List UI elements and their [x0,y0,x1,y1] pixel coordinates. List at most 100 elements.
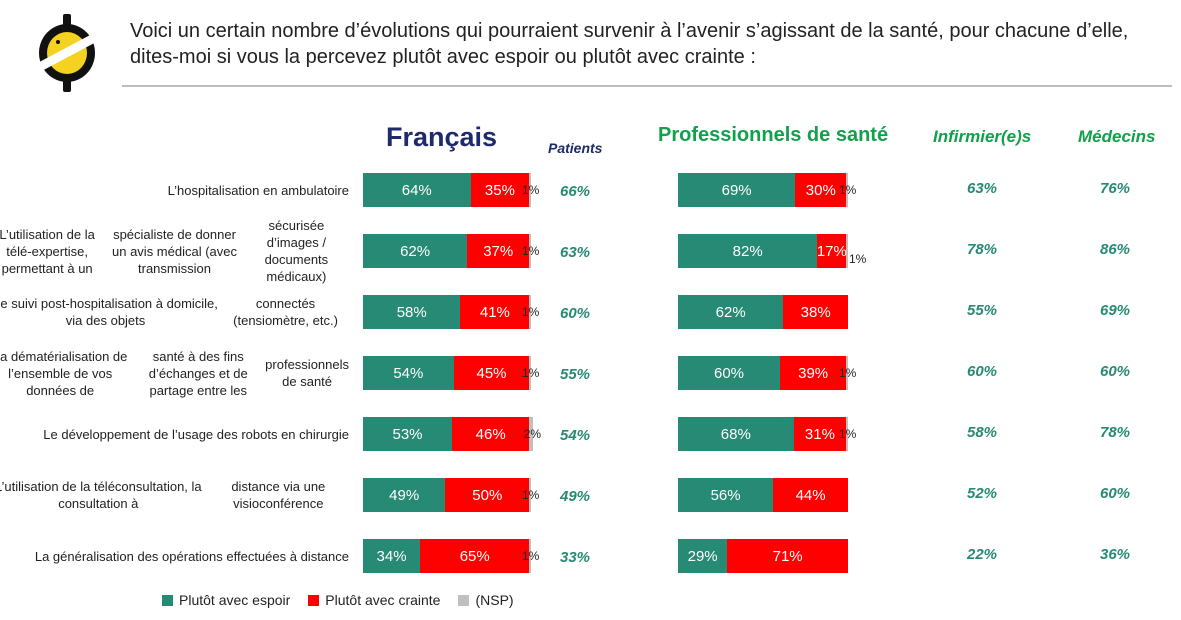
pro-segment-hope: 68% [678,417,794,451]
legend-swatch-nsp [458,594,470,606]
infirmiers-value: 52% [967,485,998,502]
medecins-value: 36% [1100,546,1131,563]
pro-value-fear: 30% [805,181,836,199]
francais-segment-hope: 62% [363,234,468,268]
header-patients: Patients [548,140,603,156]
medecins-value: 60% [1100,363,1131,380]
francais-bar: 58% 41% [363,295,531,329]
francais-segment-nsp [529,173,531,207]
francais-segment-fear: 50% [445,478,530,512]
patients-value: 54% [560,427,591,444]
francais-value-fear: 46% [475,425,506,443]
patients-value: 66% [560,183,591,200]
patients-value: 49% [560,488,591,505]
row-label-line: connectés (tensiomètre, etc.) [233,296,338,328]
francais-segment-nsp [529,478,531,512]
row-label: L’utilisation de la téléconsultation, la… [0,465,349,525]
pro-segment-hope: 29% [678,539,728,573]
francais-segment-hope: 49% [363,478,446,512]
francais-segment-fear: 35% [470,173,530,207]
pro-bar: 29% 71% [678,539,848,573]
francais-segment-fear: 37% [467,234,530,268]
pro-segment-hope: 56% [678,478,774,512]
pro-segment-nsp [846,234,848,268]
pro-bar: 82% 17% [678,234,848,268]
pro-value-fear: 31% [804,425,835,443]
row-label-line: sécurisée d’images / documents médicaux) [264,218,329,284]
legend-label-nsp: (NSP) [475,592,514,608]
medecins-value: 60% [1100,485,1131,502]
pro-segment-nsp [846,173,848,207]
francais-bar: 62% 37% [363,234,531,268]
pro-segment-fear: 44% [773,478,848,512]
francais-segment-hope: 64% [363,173,471,207]
row-label-line: La dématérialisation de l’ensemble de vo… [0,348,128,398]
pro-segment-fear: 31% [793,417,847,451]
francais-value-fear: 35% [484,181,515,199]
francais-value-hope: 58% [396,303,427,321]
francais-segment-hope: 58% [363,295,461,329]
pro-segment-hope: 62% [678,295,784,329]
francais-segment-hope: 54% [363,356,454,390]
francais-value-nsp: 1% [522,366,540,380]
pro-value-fear: 39% [798,364,829,382]
pro-bar: 60% 39% [678,356,848,390]
francais-value-hope: 34% [376,547,407,565]
francais-value-nsp: 2% [523,427,542,441]
legend-item-fear: Plutôt avec crainte [308,592,440,608]
pro-bar: 68% 31% [678,417,848,451]
francais-value-fear: 65% [459,547,490,565]
pro-bar: 62% 38% [678,295,848,329]
francais-segment-nsp [529,417,533,451]
medecins-value: 69% [1100,302,1131,319]
legend-item-hope: Plutôt avec espoir [162,592,290,608]
francais-segment-nsp [529,356,531,390]
francais-segment-fear: 65% [420,539,530,573]
francais-segment-hope: 34% [363,539,421,573]
pro-value-hope: 56% [710,486,741,504]
row-label-line: L’utilisation de la télé-expertise, perm… [0,226,95,276]
pro-value-nsp: 1% [839,366,857,380]
francais-value-hope: 49% [389,486,420,504]
francais-value-nsp: 1% [522,305,540,319]
row-label: L’utilisation de la télé-expertise, perm… [0,218,349,284]
pro-value-nsp: 1% [839,427,857,441]
francais-segment-fear: 46% [452,417,530,451]
pro-segment-hope: 69% [678,173,796,207]
francais-segment-fear: 41% [460,295,530,329]
pro-value-hope: 82% [732,242,763,260]
infirmiers-value: 60% [967,363,998,380]
legend-swatch-fear [308,594,320,606]
pro-segment-fear: 39% [780,356,847,390]
francais-value-fear: 37% [483,242,514,260]
francais-value-hope: 62% [400,242,431,260]
header-francais: Français [386,122,498,152]
pro-segment-fear: 30% [795,173,847,207]
row-label-line: professionnels de santé [265,357,349,389]
francais-segment-hope: 53% [363,417,453,451]
header-medecins: Médecins [1078,127,1156,146]
francais-segment-fear: 45% [453,356,530,390]
pro-value-hope: 68% [720,425,751,443]
francais-value-nsp: 1% [522,244,540,258]
header-infirmiers: Infirmier(e)s [933,127,1032,146]
pro-segment-fear: 17% [817,234,847,268]
francais-value-hope: 54% [393,364,424,382]
pro-value-fear: 71% [772,547,803,565]
infirmiers-value: 55% [967,302,998,319]
pro-segment-nsp [846,356,848,390]
pro-bar: 56% 44% [678,478,848,512]
legend-label-hope: Plutôt avec espoir [179,592,291,608]
infirmiers-value: 63% [967,180,998,197]
row-label-line: santé à des fins d’échanges et de partag… [148,348,248,398]
row-label-line: spécialiste de donner un avis médical (a… [112,226,237,276]
pro-value-nsp: 1% [839,183,857,197]
medecins-value: 86% [1100,241,1131,258]
row-label-line: Le développement de l’usage des robots e… [43,426,349,442]
francais-bar: 64% 35% [363,173,531,207]
francais-segment-nsp [529,539,531,573]
pro-segment-hope: 82% [678,234,818,268]
patients-value: 33% [560,549,591,566]
pro-value-nsp: 1% [849,252,867,266]
pro-segment-hope: 60% [678,356,780,390]
